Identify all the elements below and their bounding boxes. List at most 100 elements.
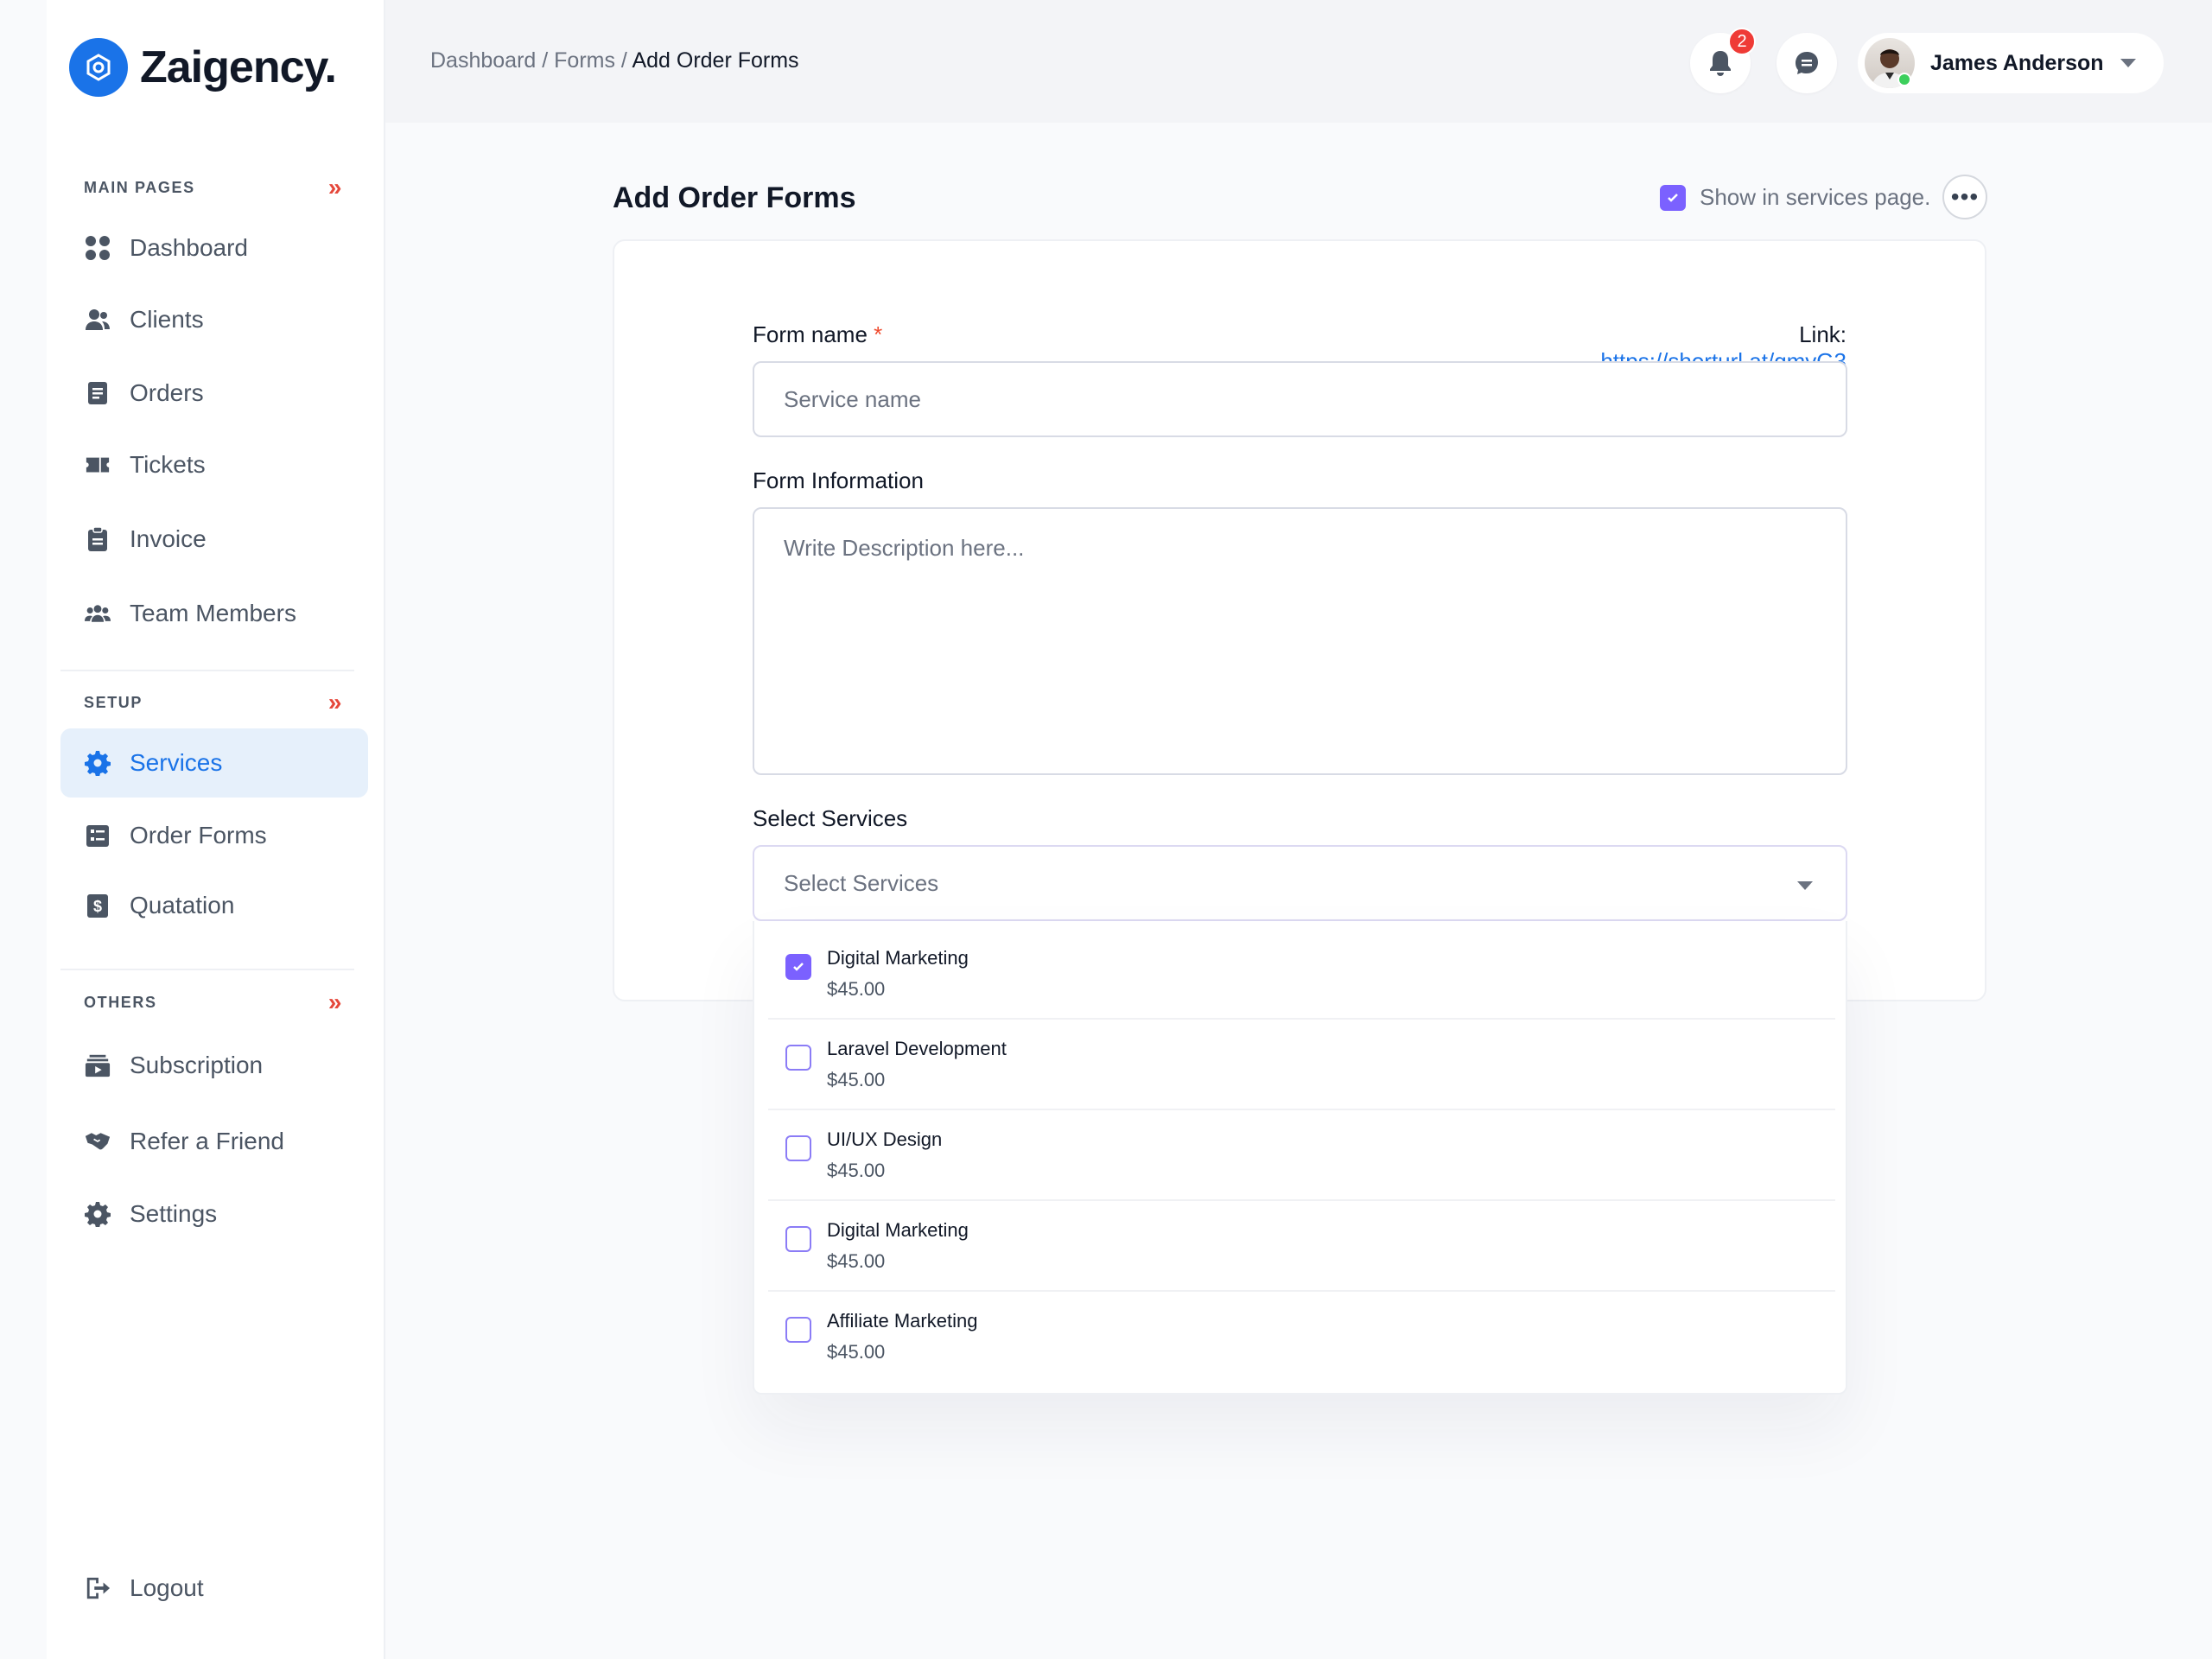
notification-badge: 2 [1728, 28, 1756, 55]
breadcrumb-separator: / [536, 48, 555, 73]
service-price: $45.00 [827, 1250, 886, 1272]
show-in-services-checkbox[interactable] [1660, 184, 1686, 211]
divider [768, 1018, 1835, 1020]
sidebar-item-label: Dashboard [130, 234, 248, 261]
breadcrumb: Dashboard / Forms / Add Order Forms [430, 48, 799, 73]
service-checkbox[interactable] [785, 954, 811, 980]
service-name: Digital Marketing [827, 947, 969, 969]
tickets-icon [85, 452, 111, 478]
service-checkbox[interactable] [785, 1226, 811, 1252]
service-option[interactable]: Laravel Development $45.00 [754, 1012, 1846, 1103]
breadcrumb-dashboard[interactable]: Dashboard [430, 48, 537, 73]
divider [60, 670, 354, 671]
orders-icon [85, 380, 111, 406]
sidebar-item-order-forms[interactable]: Order Forms [60, 801, 368, 870]
check-icon [793, 963, 804, 971]
sidebar-item-invoice[interactable]: Invoice [60, 505, 368, 574]
sidebar-item-subscription[interactable]: Subscription [60, 1031, 368, 1100]
sidebar-item-dashboard[interactable]: Dashboard [60, 213, 368, 283]
logo-text: Zaigency. [140, 42, 337, 92]
sidebar-item-label: Team Members [130, 600, 296, 626]
more-options-button[interactable]: ••• [1942, 175, 1987, 219]
section-setup: SETUP » [84, 690, 343, 715]
double-chevron-right-icon[interactable]: » [327, 174, 343, 200]
required-mark: * [874, 321, 883, 347]
select-services-placeholder: Select Services [784, 869, 939, 896]
clients-icon [85, 307, 111, 333]
service-option[interactable]: Digital Marketing $45.00 [754, 1193, 1846, 1284]
service-price: $45.00 [827, 1341, 886, 1363]
service-checkbox[interactable] [785, 1135, 811, 1161]
service-price: $45.00 [827, 1160, 886, 1181]
service-option[interactable]: Digital Marketing $45.00 [754, 921, 1846, 1012]
sidebar-item-team-members[interactable]: Team Members [60, 579, 368, 648]
topbar: Dashboard / Forms / Add Order Forms 2 Ja… [385, 0, 2212, 123]
form-icon [85, 823, 111, 849]
user-menu[interactable]: James Anderson [1858, 33, 2164, 93]
sidebar-item-label: Clients [130, 306, 204, 333]
check-icon [1668, 193, 1678, 202]
section-others: OTHERS » [84, 990, 343, 1014]
form-name-placeholder: Service name [784, 385, 921, 412]
sidebar-item-label: Invoice [130, 525, 207, 552]
form-name-label-text: Form name [753, 321, 868, 347]
service-option[interactable]: UI/UX Design $45.00 [754, 1103, 1846, 1193]
service-name: Laravel Development [827, 1038, 1007, 1059]
dashboard-icon [85, 235, 111, 261]
service-name: Affiliate Marketing [827, 1310, 978, 1332]
form-information-textarea[interactable]: Write Description here... [753, 507, 1847, 775]
select-services-dropdown[interactable]: Select Services [753, 845, 1847, 921]
user-name: James Anderson [1930, 50, 2104, 75]
form-information-label: Form Information [753, 467, 924, 493]
sidebar-item-label: Services [130, 749, 223, 776]
show-in-services-label: Show in services page. [1700, 184, 1931, 210]
service-name: Digital Marketing [827, 1219, 969, 1241]
sidebar-item-label: Refer a Friend [130, 1128, 284, 1154]
page-title: Add Order Forms [613, 181, 856, 214]
divider [60, 969, 354, 970]
section-title: SETUP [84, 693, 143, 711]
double-chevron-right-icon[interactable]: » [327, 689, 343, 715]
sidebar-item-refer-a-friend[interactable]: Refer a Friend [60, 1107, 368, 1176]
notifications-button[interactable]: 2 [1690, 28, 1756, 93]
subscription-icon [85, 1052, 111, 1078]
handshake-icon [85, 1128, 111, 1154]
sidebar-item-services[interactable]: Services [60, 728, 368, 798]
service-option[interactable]: Affiliate Marketing $45.00 [754, 1284, 1846, 1375]
sidebar-item-label: Quatation [130, 892, 235, 918]
breadcrumb-separator: / [614, 48, 632, 73]
double-chevron-right-icon[interactable]: » [327, 988, 343, 1015]
section-title: MAIN PAGES [84, 178, 195, 196]
sidebar-item-logout[interactable]: Logout [60, 1554, 368, 1623]
ellipsis-icon: ••• [1950, 183, 1980, 210]
services-dropdown-menu: Digital Marketing $45.00 Laravel Develop… [753, 921, 1847, 1395]
section-title: OTHERS [84, 993, 157, 1011]
chevron-down-icon[interactable] [2120, 59, 2136, 67]
sidebar-item-orders[interactable]: Orders [60, 359, 368, 428]
messages-button[interactable] [1777, 33, 1837, 93]
invoice-icon [85, 526, 111, 552]
sidebar-item-label: Subscription [130, 1052, 264, 1078]
logo[interactable]: Zaigency. [69, 38, 337, 97]
link-label: Link: [1799, 321, 1847, 347]
sidebar-item-settings[interactable]: Settings [60, 1179, 368, 1249]
sidebar-item-label: Tickets [130, 451, 206, 478]
section-main-pages: MAIN PAGES » [84, 175, 343, 200]
breadcrumb-current: Add Order Forms [632, 48, 799, 73]
sidebar-item-label: Orders [130, 379, 204, 406]
sidebar-item-clients[interactable]: Clients [60, 285, 368, 354]
service-checkbox[interactable] [785, 1317, 811, 1343]
service-price: $45.00 [827, 1069, 886, 1090]
sidebar-item-tickets[interactable]: Tickets [60, 430, 368, 499]
breadcrumb-forms[interactable]: Forms [554, 48, 615, 73]
form-name-input[interactable]: Service name [753, 361, 1847, 437]
sidebar-item-label: Logout [130, 1574, 204, 1601]
sidebar-item-quatation[interactable]: $ Quatation [60, 871, 368, 940]
show-in-services-toggle[interactable]: Show in services page. [1660, 184, 1930, 211]
chat-icon [1796, 52, 1818, 74]
service-checkbox[interactable] [785, 1045, 811, 1071]
bell-icon [1710, 51, 1731, 76]
divider [768, 1199, 1835, 1201]
online-status-dot [1897, 73, 1911, 86]
